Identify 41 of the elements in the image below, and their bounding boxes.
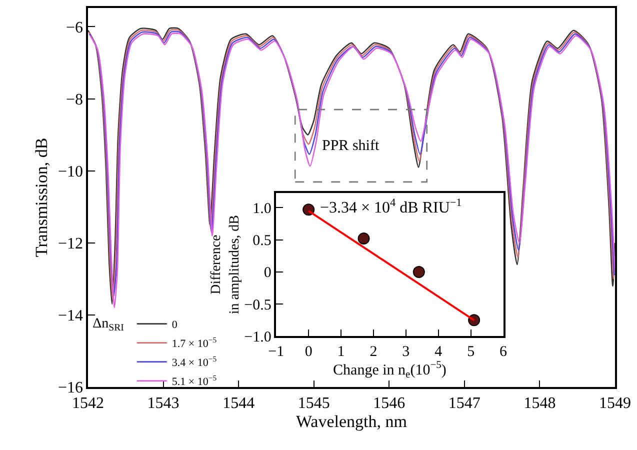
x-tick-label: 1548 <box>524 394 556 412</box>
y-tick-label: −12 <box>58 235 84 252</box>
annotation: −3.34 × 10$^{4}$ dB RIU$^{−1}$ <box>320 197 462 217</box>
x-tick-label: 1547 <box>448 394 480 412</box>
x-tick-label: −1 <box>268 344 284 360</box>
y-tick-label: −6 <box>66 19 84 36</box>
x-tick-label: 1 <box>337 344 345 360</box>
point <box>358 232 370 245</box>
x-tick-label: 1545 <box>298 394 330 412</box>
x-tick-label: 2 <box>370 344 378 360</box>
x-tick-label: 0 <box>304 344 312 360</box>
x-tick-label: 1544 <box>222 394 255 412</box>
legend-label: 1.7 × 10$^{−5}$ <box>172 335 217 350</box>
point <box>302 204 315 216</box>
y-tick-label: −8 <box>66 91 84 108</box>
x-tick-label: 3 <box>402 344 410 360</box>
y-tick-label: −0.5 <box>244 297 272 314</box>
y-tick-label: 0.5 <box>252 233 272 250</box>
legend-label: 3.4 × 10$^{−5}$ <box>172 354 217 370</box>
x-tick-label: 1549 <box>599 394 631 412</box>
y-axis-title: Transmission, dB <box>32 138 52 258</box>
x-tick-label: 1546 <box>373 394 406 412</box>
y-tick-label: −10 <box>58 163 84 180</box>
y-tick-label: −14 <box>58 308 84 325</box>
y-axis-title: Difference in amplitudes, dB <box>209 214 242 314</box>
y-tick-label: 0 <box>264 265 272 282</box>
legend-label: 0 <box>172 319 178 332</box>
point <box>412 266 425 278</box>
y-tick-label: −1.0 <box>244 329 272 346</box>
y-tick-label: 1.0 <box>252 200 272 217</box>
y-tick-label: −16 <box>58 380 84 397</box>
legend-title: Δn$_{SRI}$ <box>92 316 124 334</box>
x-tick-label: 1542 <box>72 394 104 412</box>
x-tick-label: 4 <box>434 344 443 360</box>
x-axis-title: Change in n$_{e}$(10$^{−5}$) <box>333 360 446 380</box>
annotation: PPR shift <box>322 138 380 154</box>
x-tick-label: 5 <box>467 344 475 360</box>
x-axis-title: Wavelength, nm <box>296 412 407 431</box>
legend-label: 5.1 × 10$^{−5}$ <box>172 373 217 388</box>
x-tick-label: 1543 <box>147 394 180 412</box>
x-tick-label: 6 <box>500 344 508 360</box>
